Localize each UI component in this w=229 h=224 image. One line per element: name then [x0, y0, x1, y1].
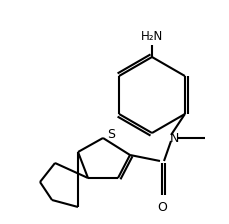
- Text: H₂N: H₂N: [141, 30, 163, 43]
- Text: O: O: [157, 201, 167, 214]
- Text: S: S: [107, 127, 115, 140]
- Text: N: N: [169, 131, 179, 144]
